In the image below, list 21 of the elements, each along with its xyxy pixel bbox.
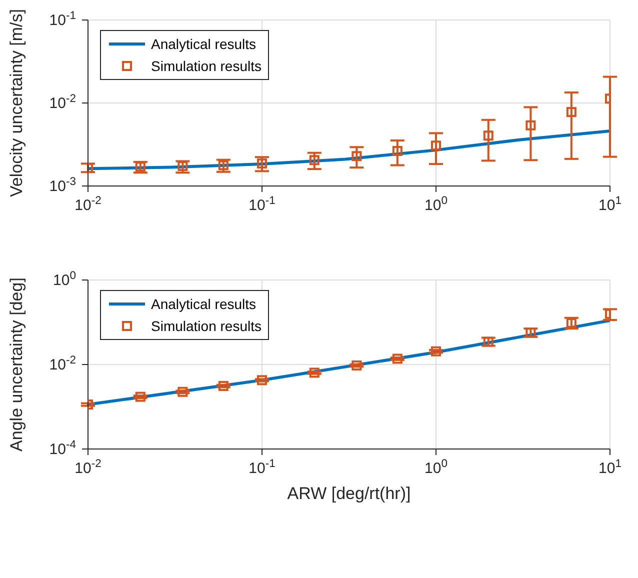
y-axis-title: Angle uncertainty [deg] [7,278,26,452]
x-tick-label: 10$^{1}$ [598,458,622,477]
x-axis-title: ARW [deg/rt(hr)] [287,484,411,503]
y-tick-label: 10$^{-4}$ [49,439,76,458]
x-tick-label: 10$^{1}$ [598,195,622,214]
y-tick-label: 10$^{-3}$ [49,176,76,195]
legend-label: Analytical results [151,296,256,312]
y-axis-title: Velocity uncertainty [m/s] [7,8,26,198]
x-tick-label: 10$^{-2}$ [74,458,102,477]
legend-label: Simulation results [151,58,262,74]
y-tick-label: 10$^{-2}$ [49,354,76,374]
x-tick-label: 10$^{0}$ [424,458,448,477]
legend-label: Simulation results [151,318,262,334]
legend-label: Analytical results [151,36,256,52]
x-tick-label: 10$^{-1}$ [248,195,276,214]
x-tick-label: 10$^{-1}$ [248,458,276,477]
y-tick-label: 10$^{0}$ [53,270,76,289]
y-tick-label: 10$^{-1}$ [49,10,76,29]
y-tick-label: 10$^{-2}$ [49,93,76,112]
x-tick-label: 10$^{-2}$ [74,195,102,214]
x-tick-label: 10$^{0}$ [424,195,448,214]
